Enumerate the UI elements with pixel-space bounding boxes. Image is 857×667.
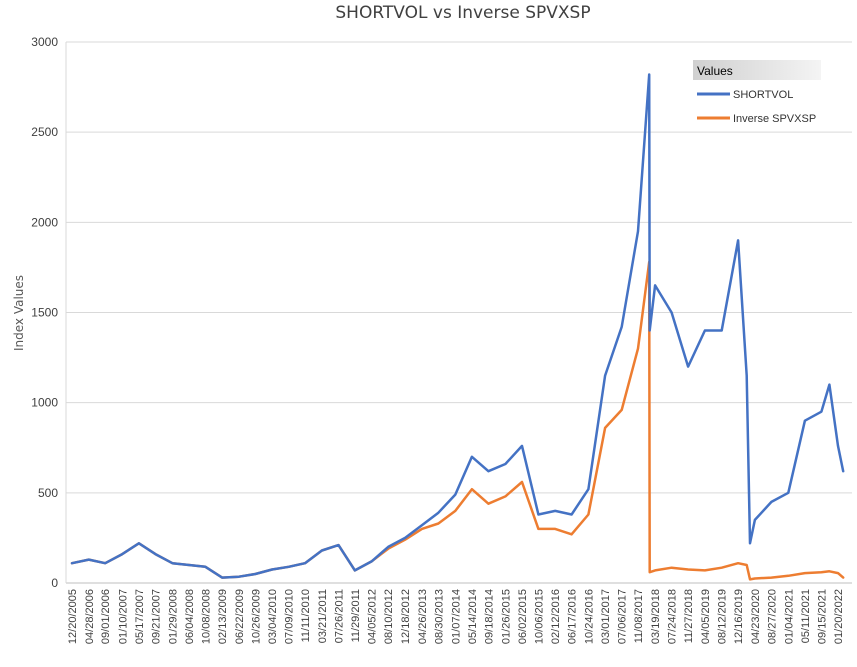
series-line-shortvol (70, 73, 845, 579)
x-tick-label: 01/29/2008 (167, 589, 179, 644)
y-axis-label: Index Values (12, 275, 26, 351)
x-tick-label: 08/27/2020 (766, 589, 778, 644)
x-tick-label: 05/17/2007 (134, 589, 146, 644)
legend: Values SHORTVOL Inverse SPVXSP (693, 60, 821, 125)
x-tick-label: 10/24/2016 (583, 589, 595, 644)
x-tick-label: 09/15/2021 (816, 589, 828, 644)
x-tick-label: 12/16/2019 (733, 589, 745, 644)
x-tick-label: 03/01/2017 (600, 589, 612, 644)
x-tick-label: 06/22/2009 (234, 589, 246, 644)
x-tick-label: 07/06/2017 (617, 589, 629, 644)
x-tick-label: 10/26/2009 (250, 589, 262, 644)
x-tick-label: 01/26/2015 (500, 589, 512, 644)
x-tick-label: 03/19/2018 (650, 589, 662, 644)
x-tick-label: 11/27/2018 (683, 589, 695, 643)
x-tick-label: 04/26/2013 (417, 589, 429, 644)
legend-header (693, 60, 821, 80)
x-tick-label: 03/21/2011 (317, 589, 329, 643)
x-tick-label: 05/14/2014 (467, 589, 479, 644)
y-tick-label: 0 (51, 576, 58, 590)
x-tick-label: 02/13/2009 (217, 589, 229, 644)
x-tick-label: 04/05/2012 (367, 589, 379, 644)
x-tick-label: 07/24/2018 (667, 589, 679, 644)
x-tick-label: 08/12/2019 (717, 589, 729, 644)
x-tick-label: 04/05/2019 (700, 589, 712, 644)
chart-title: SHORTVOL vs Inverse SPVXSP (335, 3, 590, 23)
x-tick-label: 11/29/2011 (350, 589, 362, 642)
gridlines (65, 41, 852, 584)
x-tick-label: 08/10/2012 (383, 589, 395, 644)
x-tick-label: 09/18/2014 (483, 589, 495, 644)
x-tick-label: 12/18/2012 (400, 589, 412, 644)
y-axis-ticks: 0 500 1000 1500 2000 2500 3000 (31, 35, 58, 590)
x-tick-label: 10/06/2015 (533, 589, 545, 644)
x-tick-label: 06/02/2015 (517, 589, 529, 644)
x-tick-label: 01/10/2007 (117, 589, 129, 644)
x-tick-label: 01/07/2014 (450, 589, 462, 644)
x-tick-label: 07/09/2010 (284, 589, 296, 644)
y-tick-label: 3000 (31, 35, 58, 49)
x-tick-label: 06/17/2016 (567, 589, 579, 644)
x-tick-label: 11/11/2010 (300, 589, 312, 642)
series-lines (70, 73, 845, 581)
x-tick-label: 01/04/2021 (783, 589, 795, 644)
y-tick-label: 1000 (31, 396, 58, 410)
x-tick-label: 01/20/2022 (833, 589, 845, 644)
x-tick-label: 10/08/2008 (200, 589, 212, 644)
x-tick-label: 12/20/2005 (67, 589, 79, 644)
series-line-inverse-spvxsp (70, 260, 845, 581)
legend-label-shortvol: SHORTVOL (733, 89, 793, 101)
legend-title: Values (697, 64, 733, 78)
y-tick-label: 1500 (31, 306, 58, 320)
x-tick-label: 11/08/2017 (633, 589, 645, 643)
y-tick-label: 2500 (31, 125, 58, 139)
x-axis-ticks: 12/20/2005 04/28/2006 09/01/2006 01/10/2007… (67, 589, 845, 644)
x-tick-label: 04/23/2020 (750, 589, 762, 644)
x-tick-label: 09/01/2006 (100, 589, 112, 644)
y-tick-label: 2000 (31, 215, 58, 229)
x-tick-label: 02/12/2016 (550, 589, 562, 644)
x-tick-label: 07/26/2011 (334, 589, 346, 643)
x-tick-label: 06/04/2008 (184, 589, 196, 644)
legend-label-inverse-spvxsp: Inverse SPVXSP (733, 113, 816, 125)
y-tick-label: 500 (38, 486, 58, 500)
x-tick-label: 05/11/2021 (800, 589, 812, 643)
x-tick-label: 09/21/2007 (150, 589, 162, 644)
x-tick-label: 08/30/2013 (433, 589, 445, 644)
x-tick-label: 04/28/2006 (84, 589, 96, 644)
x-tick-label: 03/04/2010 (267, 589, 279, 644)
